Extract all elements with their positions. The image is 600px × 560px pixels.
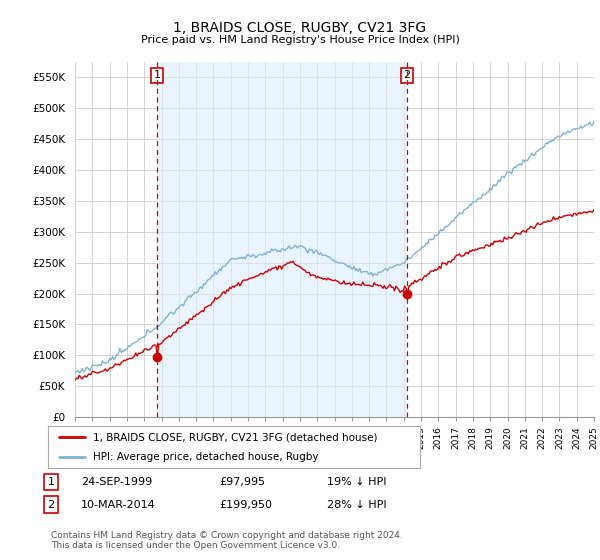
Text: 10-MAR-2014: 10-MAR-2014 [81,500,156,510]
Text: 2: 2 [47,500,55,510]
Text: 19% ↓ HPI: 19% ↓ HPI [327,477,386,487]
Text: Contains HM Land Registry data © Crown copyright and database right 2024.
This d: Contains HM Land Registry data © Crown c… [51,531,403,550]
Bar [157,62,407,417]
Text: 28% ↓ HPI: 28% ↓ HPI [327,500,386,510]
Text: 1, BRAIDS CLOSE, RUGBY, CV21 3FG (detached house): 1, BRAIDS CLOSE, RUGBY, CV21 3FG (detach… [92,432,377,442]
Text: 1: 1 [47,477,55,487]
Text: £199,950: £199,950 [219,500,272,510]
Text: 1: 1 [154,71,160,81]
Text: 1, BRAIDS CLOSE, RUGBY, CV21 3FG: 1, BRAIDS CLOSE, RUGBY, CV21 3FG [173,21,427,35]
Text: 24-SEP-1999: 24-SEP-1999 [81,477,152,487]
Text: £97,995: £97,995 [219,477,265,487]
Text: 2: 2 [403,71,410,81]
Text: HPI: Average price, detached house, Rugby: HPI: Average price, detached house, Rugb… [92,452,318,462]
Text: Price paid vs. HM Land Registry's House Price Index (HPI): Price paid vs. HM Land Registry's House … [140,35,460,45]
